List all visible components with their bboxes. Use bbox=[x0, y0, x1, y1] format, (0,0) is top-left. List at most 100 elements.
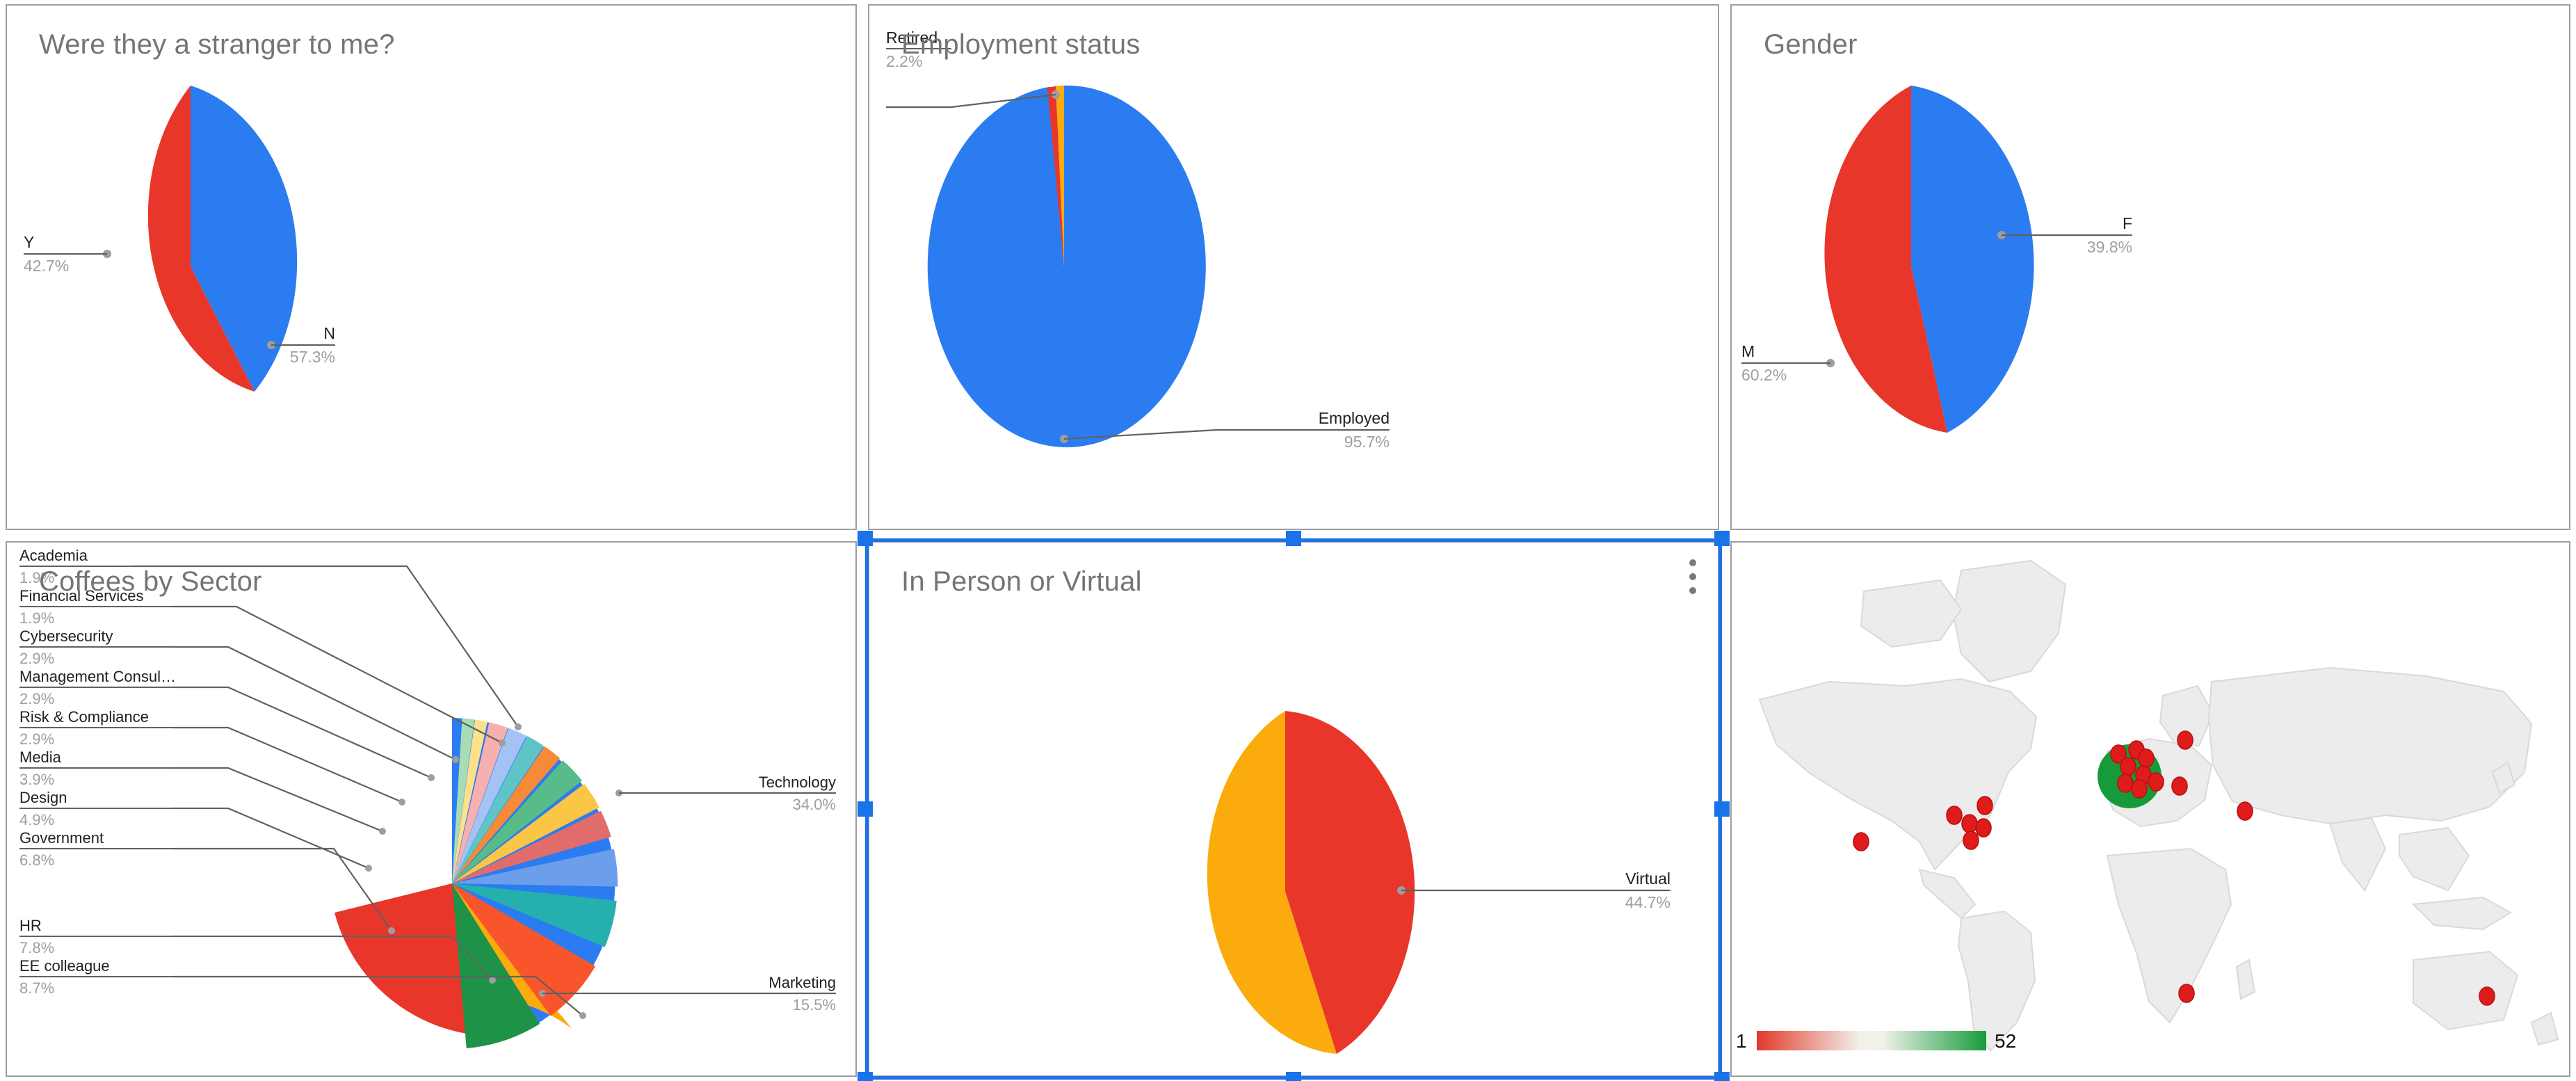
pie-label-cybersecurity-name: Cybersecurity bbox=[19, 627, 113, 645]
pie-slice-Y[interactable] bbox=[147, 86, 255, 392]
pie-slice-risk-compliance[interactable] bbox=[452, 810, 613, 908]
map-region-india bbox=[2328, 817, 2387, 892]
map-legend-max: 52 bbox=[1995, 1030, 2016, 1052]
chart-card-map[interactable]: 1 52 bbox=[1730, 541, 2570, 1077]
pie-label-media-name: Media bbox=[19, 748, 62, 766]
map-region-asia bbox=[2207, 666, 2533, 825]
pie-slice-management-consulting[interactable] bbox=[452, 783, 601, 906]
pie-slice-extra-2[interactable] bbox=[452, 722, 508, 888]
map-markers[interactable] bbox=[1853, 730, 2495, 1006]
resize-handle-bottom-center[interactable] bbox=[1286, 1072, 1301, 1081]
map-region-australia bbox=[2413, 950, 2519, 1031]
pie-label-ee-colleague-name: EE colleague bbox=[19, 957, 110, 975]
pie-label-ee-colleague: EE colleague 8.7% bbox=[19, 957, 586, 1019]
pie-chart-stranger: Y 42.7% N 57.3% bbox=[24, 86, 335, 392]
map-region-arctic bbox=[1860, 579, 1963, 648]
map-marker bbox=[2110, 744, 2127, 764]
chart-card-inperson[interactable]: In Person or Virtual Virtual 44.7% bbox=[868, 541, 1719, 1077]
map-marker bbox=[1977, 796, 1993, 815]
map-marker bbox=[2177, 730, 2193, 750]
resize-handle-top-center[interactable] bbox=[1286, 531, 1301, 546]
pie-label-F-name: F bbox=[2123, 214, 2132, 232]
pie-label-technology: Technology 34.0% bbox=[615, 774, 836, 813]
map-marker bbox=[1853, 832, 1869, 851]
map-region-new-zealand bbox=[2530, 1011, 2559, 1046]
pie-label-design-name: Design bbox=[19, 789, 67, 806]
resize-handle-top-left[interactable] bbox=[858, 531, 873, 546]
pie-slice-design[interactable] bbox=[447, 883, 617, 948]
pie-slice-N[interactable] bbox=[191, 86, 298, 392]
pie-label-financial-services-pct: 1.9% bbox=[19, 609, 54, 627]
map-region-madagascar bbox=[2235, 959, 2256, 1000]
page-title-employment: Employment status bbox=[901, 29, 1141, 60]
pie-labels-sector-left: Academia 1.9% Financial Services 1.9% Cy bbox=[19, 547, 586, 1019]
pie-slice-media[interactable] bbox=[452, 849, 622, 920]
pie-label-M-name: M bbox=[1741, 342, 1755, 360]
pie-slice-extra-1[interactable] bbox=[452, 728, 527, 890]
pie-slices-sector bbox=[335, 718, 622, 1064]
pie-slice-other[interactable] bbox=[1047, 86, 1064, 266]
pie-label-hr-name: HR bbox=[19, 917, 42, 934]
map-marker bbox=[1961, 814, 1978, 833]
pie-slice-in-person[interactable] bbox=[1207, 711, 1337, 1054]
pie-label-Y-pct: 42.7% bbox=[24, 257, 69, 275]
pie-label-F: F 39.8% bbox=[1997, 214, 2132, 256]
pie-slice-employed[interactable] bbox=[927, 85, 1206, 447]
pie-label-cybersecurity-pct: 2.9% bbox=[19, 650, 54, 667]
page-title-inperson: In Person or Virtual bbox=[901, 566, 1142, 597]
more-options-icon[interactable] bbox=[1684, 559, 1701, 604]
pie-slice-F[interactable] bbox=[1911, 86, 2034, 433]
pie-slice-financial-services[interactable] bbox=[452, 746, 561, 895]
resize-handle-bottom-left[interactable] bbox=[858, 1072, 873, 1081]
pie-slice-M[interactable] bbox=[1824, 86, 1947, 433]
map-marker bbox=[2138, 748, 2155, 768]
pie-label-employed-name: Employed bbox=[1319, 409, 1390, 427]
pie-slice-academia[interactable] bbox=[452, 735, 545, 892]
map-marker bbox=[1946, 806, 1963, 825]
page-title-stranger: Were they a stranger to me? bbox=[39, 29, 395, 60]
pie-label-virtual: Virtual 44.7% bbox=[1397, 870, 1671, 911]
map-region-south-america bbox=[1957, 910, 2036, 1052]
pie-label-marketing-name: Marketing bbox=[768, 974, 836, 991]
pie-slice-government[interactable] bbox=[419, 883, 596, 1023]
pie-slice-extra-4[interactable] bbox=[452, 718, 475, 884]
chart-card-sector[interactable]: Coffees by Sector bbox=[6, 541, 857, 1077]
map-legend-gradient-bar bbox=[1757, 1031, 1986, 1050]
pie-slice-virtual[interactable] bbox=[1285, 711, 1415, 1054]
pie-label-risk-compliance: Risk & Compliance 2.9% bbox=[19, 708, 405, 806]
pie-slice-retired[interactable] bbox=[1056, 86, 1064, 266]
pie-labels-sector-right: Technology 34.0% Marketing 15.5% bbox=[539, 774, 836, 1014]
resize-handle-middle-left[interactable] bbox=[858, 801, 873, 817]
pie-label-marketing: Marketing 15.5% bbox=[539, 974, 836, 1014]
chart-card-gender[interactable]: Gender F 39.8% M 60.2% bbox=[1730, 4, 2570, 530]
pie-label-academia: Academia 1.9% bbox=[19, 547, 522, 730]
pie-chart-sector: Academia 1.9% Financial Services 1.9% Cy bbox=[19, 547, 836, 1064]
pie-label-government-pct: 6.8% bbox=[19, 851, 54, 869]
pie-label-financial-services-name: Financial Services bbox=[19, 587, 144, 604]
resize-handle-top-right[interactable] bbox=[1714, 531, 1730, 546]
pie-label-marketing-pct: 15.5% bbox=[793, 996, 836, 1014]
pie-label-technology-pct: 34.0% bbox=[793, 796, 836, 813]
map-region-greenland bbox=[1951, 559, 2067, 683]
pie-label-management-consulting-name: Management Consul… bbox=[19, 668, 176, 685]
pie-label-risk-compliance-pct: 2.9% bbox=[19, 730, 54, 748]
map-marker bbox=[2479, 986, 2495, 1006]
map-region-southeast-asia bbox=[2399, 826, 2470, 892]
resize-handle-bottom-right[interactable] bbox=[1714, 1072, 1730, 1081]
pie-label-employed: Employed 95.7% bbox=[1060, 409, 1390, 451]
chart-card-stranger[interactable]: Were they a stranger to me? Y 42.7% N 57… bbox=[6, 4, 857, 530]
pie-slice-hr[interactable] bbox=[388, 883, 540, 1064]
pie-slice-extra-3[interactable] bbox=[452, 719, 488, 885]
pie-label-retired-name: Retired bbox=[886, 29, 937, 47]
map-marker bbox=[2120, 757, 2136, 776]
map-region-japan bbox=[2491, 761, 2516, 794]
resize-handle-middle-right[interactable] bbox=[1714, 801, 1730, 817]
map-legend-min: 1 bbox=[1736, 1030, 1747, 1052]
pie-slice-cybersecurity[interactable] bbox=[452, 760, 583, 902]
pie-label-F-pct: 39.8% bbox=[2087, 238, 2132, 256]
pie-label-government: Government 6.8% bbox=[19, 829, 395, 934]
chart-card-employment[interactable]: Employment status Retired 2.2% Employed bbox=[868, 4, 1719, 530]
pie-label-media: Media 3.9% bbox=[19, 748, 386, 835]
pie-label-risk-compliance-name: Risk & Compliance bbox=[19, 708, 149, 726]
pie-label-Y: Y 42.7% bbox=[24, 233, 111, 275]
